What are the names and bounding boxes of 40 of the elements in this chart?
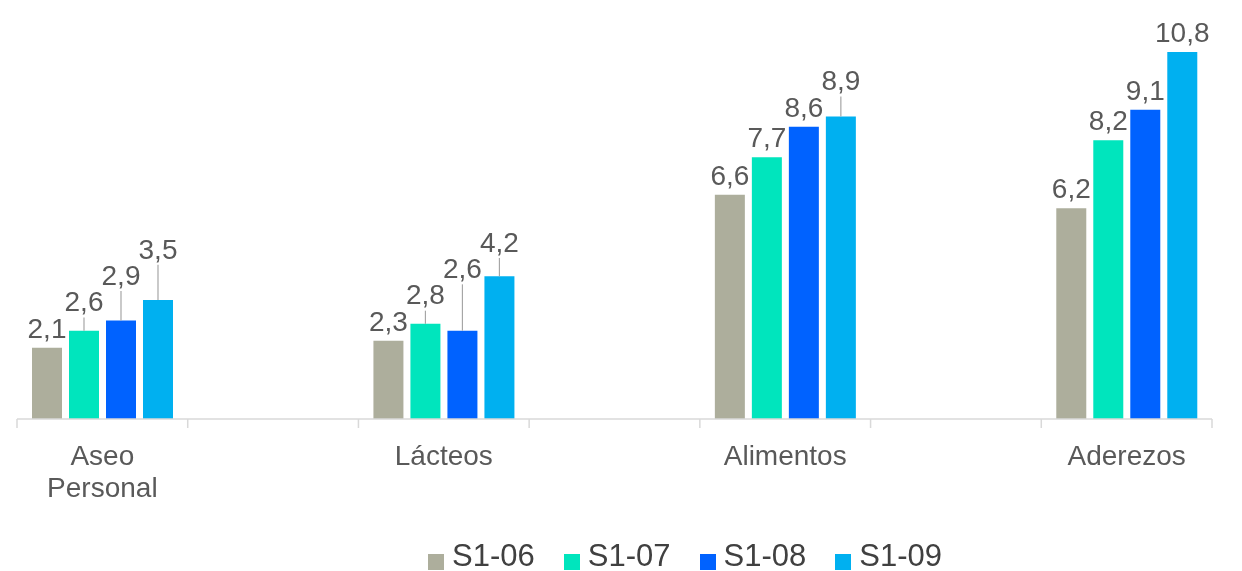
data-label: 4,2: [479, 226, 519, 258]
data-label: 2,3: [368, 305, 408, 337]
x-tick-label: Aseo Personal: [47, 440, 158, 503]
legend-label: S1-09: [859, 538, 942, 571]
bar: [106, 320, 136, 419]
data-label: 2,6: [64, 286, 104, 318]
legend-label: S1-08: [723, 538, 807, 571]
data-label: 7,7: [747, 122, 787, 154]
bar: [143, 300, 173, 419]
bar: [1056, 208, 1087, 419]
data-label: 8,2: [1088, 105, 1128, 137]
bar: [1093, 140, 1124, 419]
x-tick-label: Alimentos: [723, 440, 847, 471]
data-label: 2,8: [405, 279, 445, 311]
bar: [32, 347, 62, 419]
bar: [484, 276, 515, 419]
bar: [1130, 109, 1161, 419]
bar: [788, 126, 819, 419]
bar: [447, 330, 478, 419]
bar: [410, 323, 441, 419]
data-label: 2,1: [27, 312, 67, 344]
data-label: 10,8: [1155, 17, 1210, 48]
data-label: 2,9: [101, 259, 141, 291]
legend-label: S1-07: [587, 538, 671, 571]
bar: [373, 340, 404, 419]
data-label: 2,6: [442, 253, 482, 285]
bar: [1167, 52, 1198, 419]
data-label: 3,5: [138, 233, 178, 265]
legend-label: S1-06: [452, 538, 535, 571]
bar: [714, 194, 745, 419]
bar: [69, 330, 99, 419]
x-tick-label: Lácteos: [394, 440, 493, 471]
data-label: 9,1: [1125, 74, 1165, 106]
data-label: 6,6: [710, 159, 750, 191]
bar: [825, 116, 856, 419]
bar: [751, 157, 782, 419]
data-label: 8,6: [784, 91, 824, 123]
x-tick-label: Aderezos: [1067, 440, 1186, 471]
data-label: 6,2: [1051, 173, 1091, 205]
data-label: 8,9: [821, 65, 861, 97]
